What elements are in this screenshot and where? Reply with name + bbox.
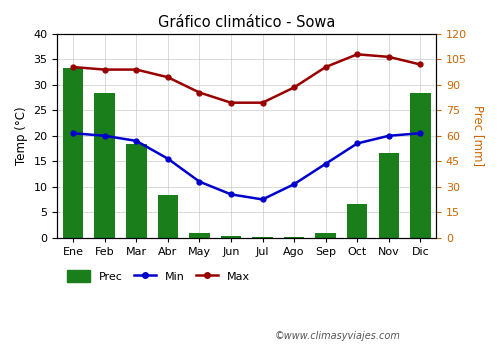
Y-axis label: Prec [mm]: Prec [mm] <box>472 105 485 166</box>
Text: ©www.climasyviajes.com: ©www.climasyviajes.com <box>275 331 401 341</box>
Bar <box>410 93 430 238</box>
Bar <box>220 236 241 238</box>
Bar <box>378 153 399 238</box>
Bar <box>94 93 115 238</box>
Y-axis label: Temp (°C): Temp (°C) <box>15 106 28 165</box>
Bar <box>316 232 336 238</box>
Bar <box>189 232 210 238</box>
Bar <box>284 237 304 238</box>
Bar <box>252 237 273 238</box>
Bar <box>347 204 368 238</box>
Legend: Prec, Min, Max: Prec, Min, Max <box>63 266 254 286</box>
Bar <box>126 144 146 238</box>
Bar <box>158 195 178 238</box>
Bar <box>63 68 84 238</box>
Title: Gráfico climático - Sowa: Gráfico climático - Sowa <box>158 15 336 30</box>
